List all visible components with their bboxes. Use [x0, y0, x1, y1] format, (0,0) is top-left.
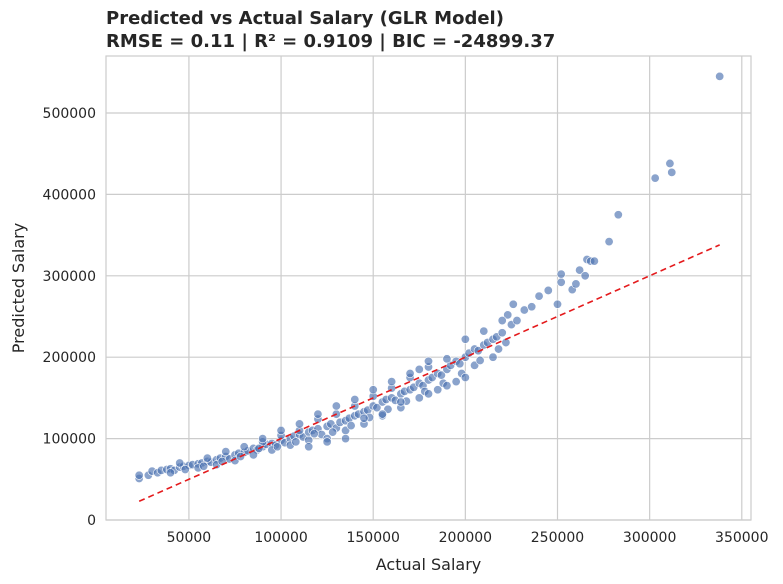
data-point: [543, 285, 553, 295]
data-point: [433, 385, 443, 395]
data-point: [501, 338, 511, 348]
data-point: [377, 409, 387, 419]
data-point: [396, 397, 406, 407]
data-point: [667, 167, 677, 177]
data-point: [414, 364, 424, 374]
data-point: [272, 442, 282, 452]
data-point: [166, 468, 176, 478]
x-tick-label: 50000: [167, 530, 212, 546]
data-point: [527, 302, 537, 312]
data-point: [451, 377, 461, 387]
data-point: [508, 299, 518, 309]
data-point: [313, 409, 323, 419]
data-point: [503, 310, 513, 320]
data-point: [460, 334, 470, 344]
data-point: [331, 401, 341, 411]
data-point: [304, 442, 314, 452]
reference-line: [138, 244, 720, 503]
data-point: [552, 299, 562, 309]
y-tick-label: 100000: [43, 432, 96, 448]
data-point: [571, 279, 581, 289]
data-point: [359, 413, 369, 423]
data-point: [556, 269, 566, 279]
y-tick-label: 500000: [43, 106, 96, 122]
data-point: [291, 437, 301, 447]
data-point: [494, 344, 504, 354]
data-point: [488, 352, 498, 362]
data-point: [387, 377, 397, 387]
grid-lines: [106, 56, 751, 521]
x-tick-label: 250000: [531, 530, 584, 546]
x-tick-label: 300000: [623, 530, 676, 546]
data-point: [512, 316, 522, 326]
data-point: [202, 453, 212, 463]
data-point: [414, 393, 424, 403]
data-point: [604, 237, 614, 247]
data-point: [556, 277, 566, 287]
data-point: [580, 271, 590, 281]
data-point: [328, 427, 338, 437]
data-point: [534, 291, 544, 301]
data-point: [258, 434, 268, 444]
x-tick-labels: 50000 100000 150000 200000 250000 300000 35000…: [167, 530, 769, 546]
y-tick-label: 400000: [43, 187, 96, 203]
data-point: [175, 458, 185, 468]
data-point: [497, 316, 507, 326]
y-tick-label: 300000: [43, 269, 96, 285]
y-axis-label: Predicted Salary: [9, 223, 28, 353]
data-point: [221, 447, 231, 457]
data-point: [350, 395, 360, 405]
chart-subtitle: RMSE = 0.11 | R² = 0.9109 | BIC = -24899…: [106, 31, 555, 52]
data-point: [497, 328, 507, 338]
data-point: [294, 419, 304, 429]
data-point: [715, 71, 725, 81]
data-point: [346, 421, 356, 431]
data-point: [613, 210, 623, 220]
data-point: [575, 265, 585, 275]
data-point: [519, 305, 529, 315]
plot-frame: [105, 55, 752, 521]
y-tick-label: 0: [87, 513, 96, 529]
data-point: [460, 373, 470, 383]
data-point: [368, 385, 378, 395]
x-tick-label: 100000: [254, 530, 307, 546]
data-point: [309, 429, 319, 439]
x-axis-label: Actual Salary: [376, 555, 481, 574]
data-point: [372, 403, 382, 413]
data-point: [180, 465, 190, 475]
data-point: [475, 355, 485, 365]
data-points: [134, 71, 725, 483]
y-tick-label: 200000: [43, 350, 96, 366]
data-point: [442, 381, 452, 391]
data-point: [341, 434, 351, 444]
data-point: [589, 256, 599, 266]
x-tick-label: 150000: [346, 530, 399, 546]
data-point: [479, 326, 489, 336]
data-point: [134, 470, 144, 480]
data-point: [665, 158, 675, 168]
data-point: [442, 354, 452, 364]
data-point: [423, 356, 433, 366]
data-point: [276, 425, 286, 435]
x-tick-label: 350000: [715, 530, 768, 546]
data-point: [423, 389, 433, 399]
data-point: [405, 368, 415, 378]
data-point: [650, 173, 660, 183]
y-tick-labels: 0 100000 200000 300000 400000 500000: [43, 106, 96, 529]
data-point: [239, 442, 249, 452]
chart-title: Predicted vs Actual Salary (GLR Model): [106, 8, 504, 29]
x-tick-label: 200000: [439, 530, 492, 546]
data-point: [199, 461, 209, 471]
data-point: [322, 437, 332, 447]
